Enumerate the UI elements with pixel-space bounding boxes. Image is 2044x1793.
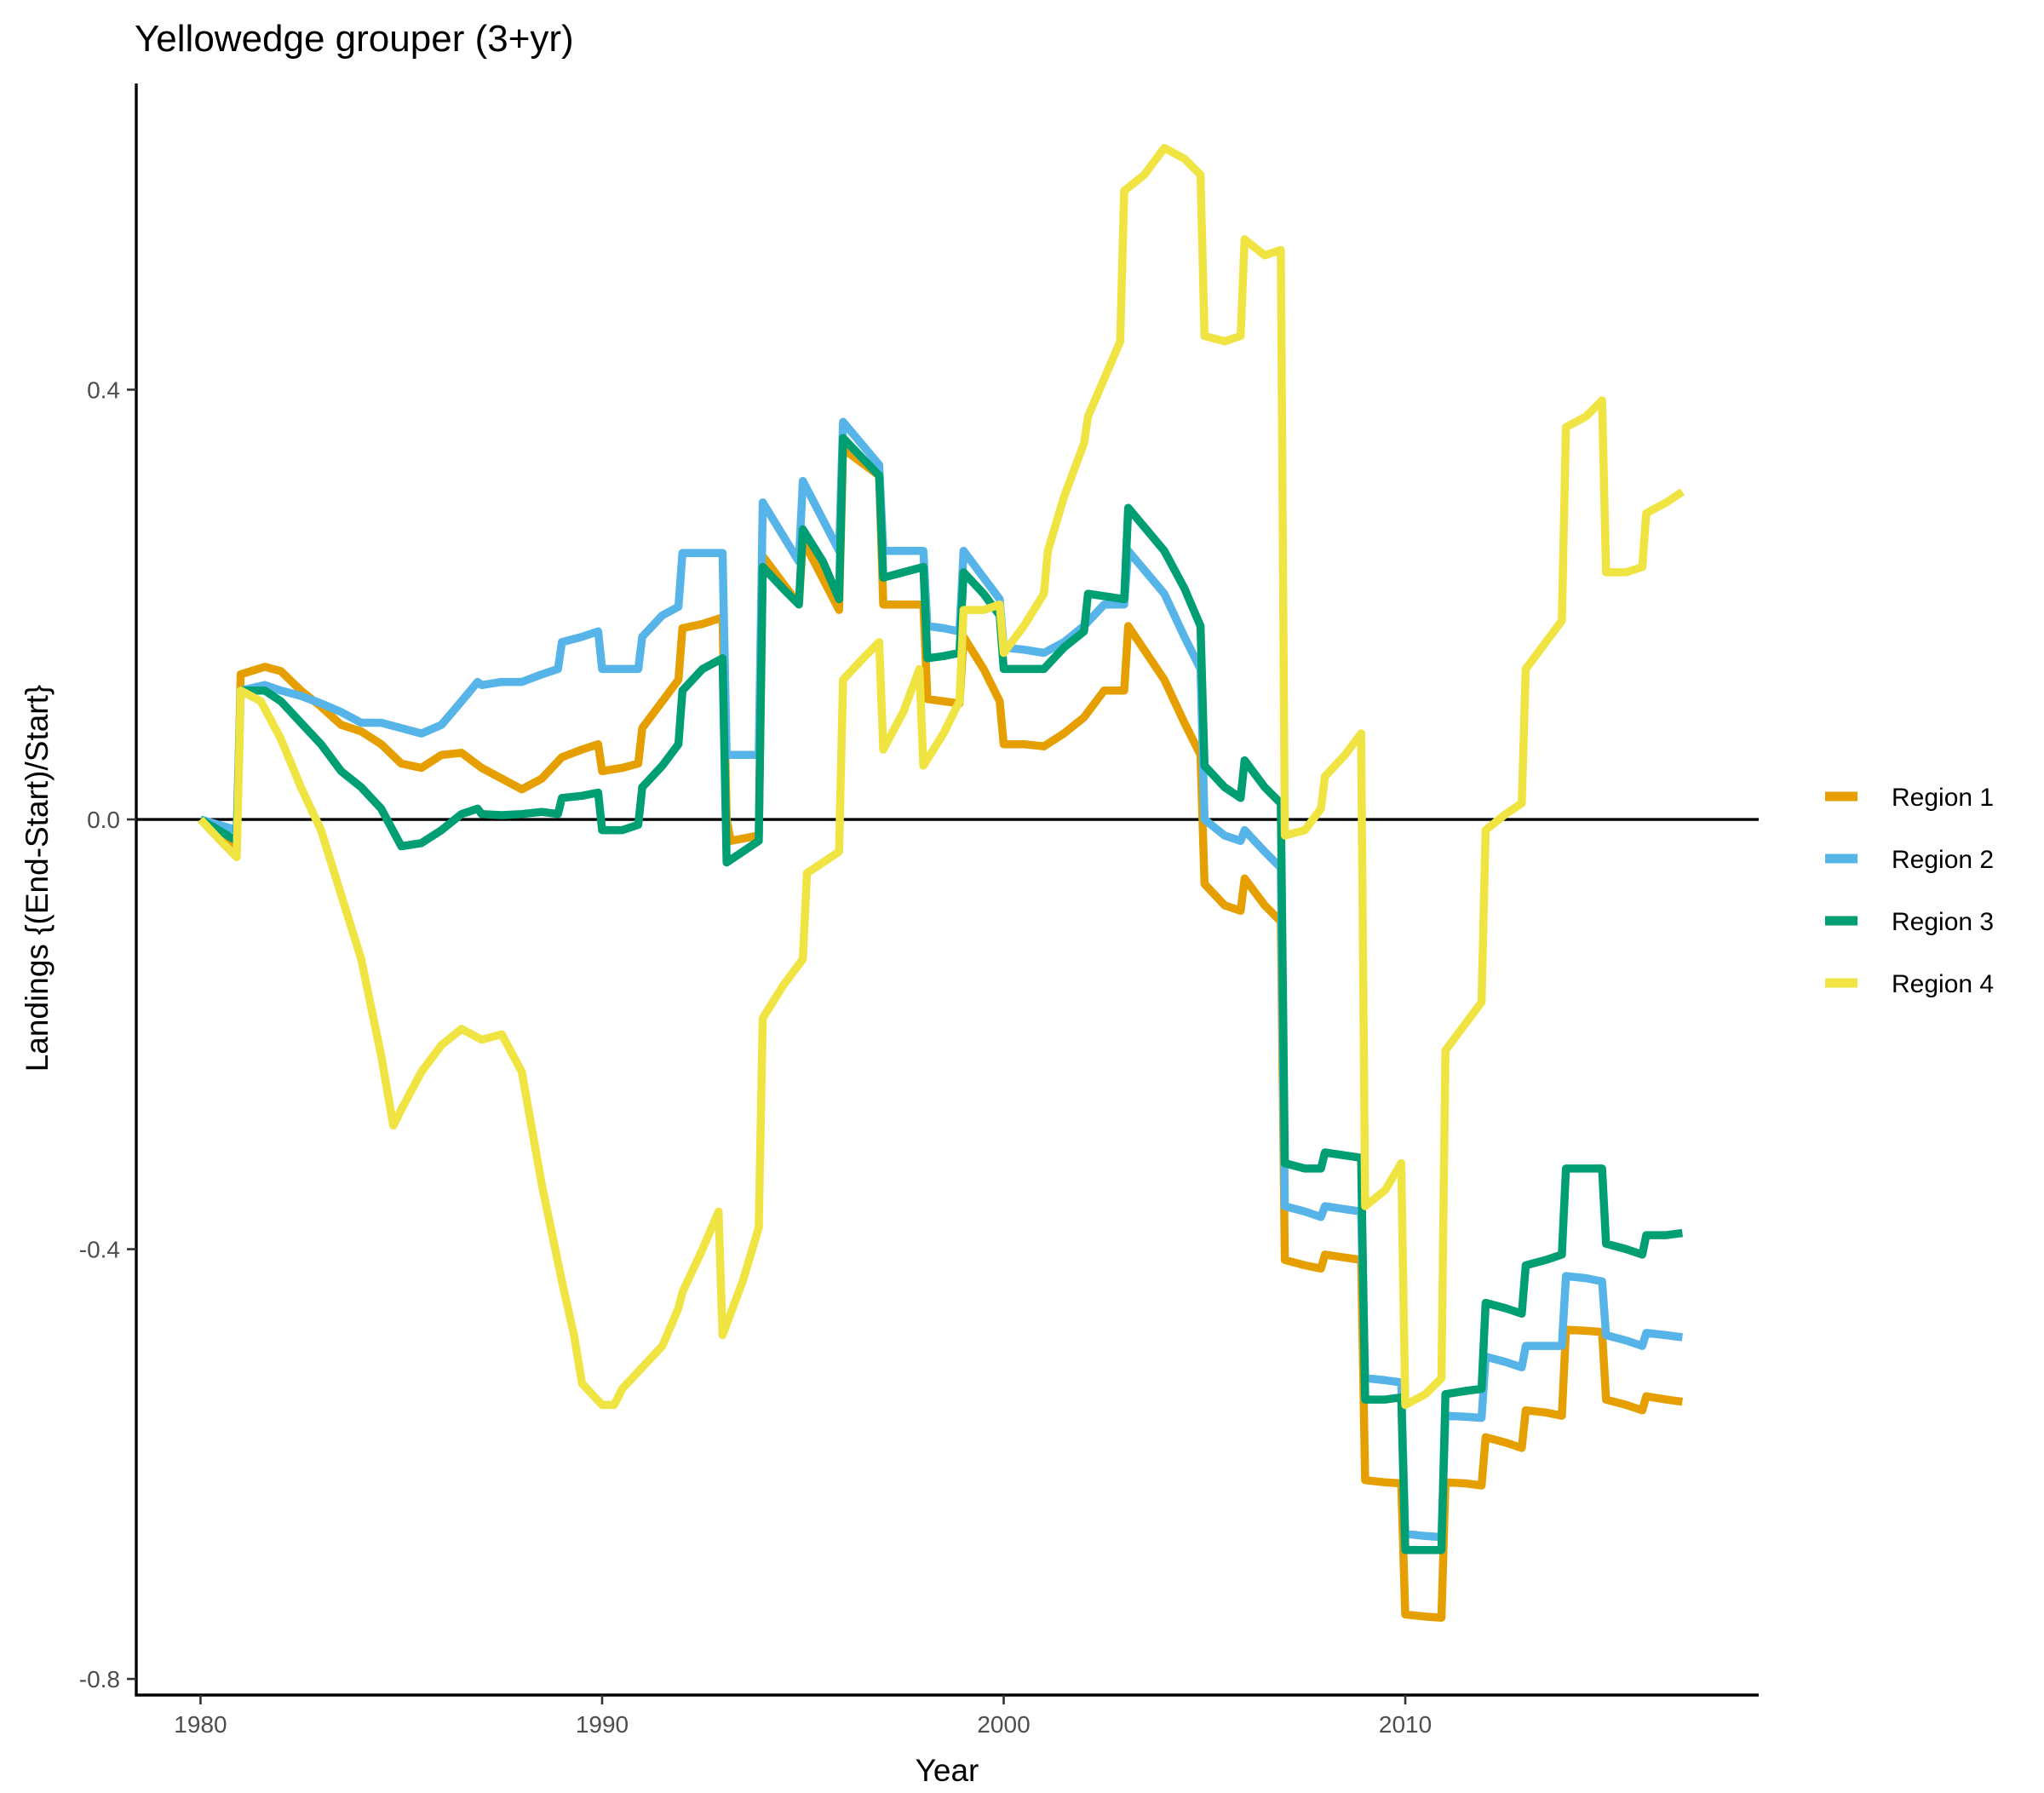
x-tick-label: 2010 [1379,1711,1432,1738]
x-tick-label: 1980 [174,1711,227,1738]
y-axis-title: Landings {(End-Start)/Start} [20,685,55,1072]
series-line-region-2 [199,417,1684,1542]
x-axis-title: Year [916,1753,979,1788]
y-tick-label: -0.8 [79,1666,120,1692]
legend-label-region-2: Region 2 [1892,846,1994,874]
legend-label-region-4: Region 4 [1892,970,1994,998]
legend: Region 1 Region 2 Region 3 Region 4 [1825,784,1994,998]
legend-label-region-3: Region 3 [1892,908,1994,936]
series-lines-group [197,143,1685,1622]
x-tick-label: 1990 [576,1711,629,1738]
y-tick-label: -0.4 [79,1237,120,1263]
x-tick-label: 2000 [977,1711,1030,1738]
axes-group: 1980 1990 2000 2010 -0.8 -0.4 0.0 0.4 [79,83,1759,1738]
y-tick-label: 0.4 [87,376,120,403]
series-line-region-1 [198,445,1684,1622]
series-line-region-4 [197,143,1685,1410]
legend-label-region-1: Region 1 [1892,784,1994,812]
chart-title: Yellowedge grouper (3+yr) [135,18,574,60]
y-tick-label: 0.0 [87,807,120,833]
